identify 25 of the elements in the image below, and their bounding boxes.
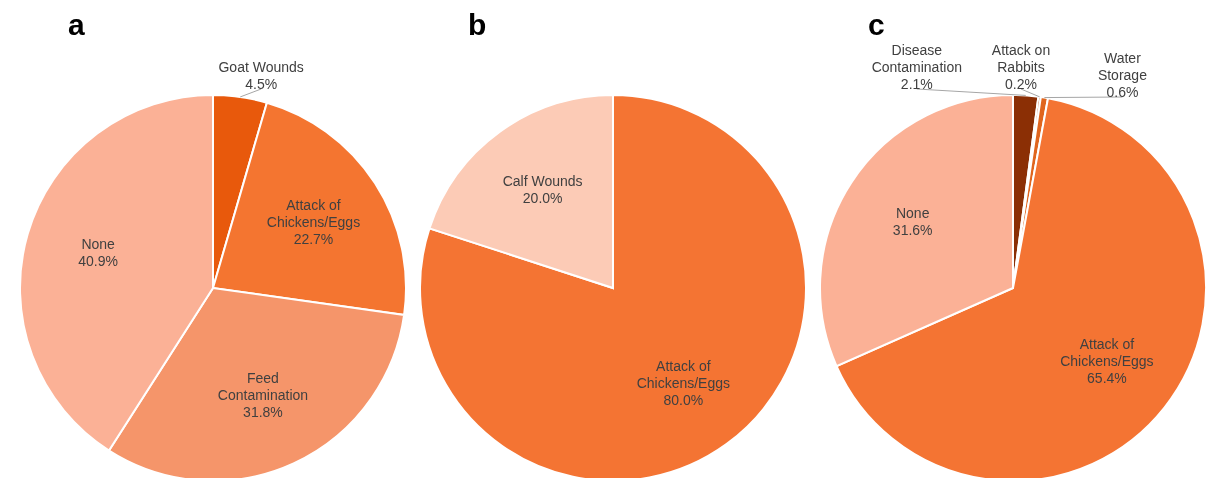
data-label: 80.0%	[663, 392, 704, 409]
data-label: 0.6%	[1106, 84, 1139, 100]
slice-label: Attack on Rabbits	[991, 42, 1051, 75]
chart-title: a	[68, 8, 85, 42]
data-label: 2.1%	[900, 76, 933, 92]
slice-label: Attack of Chickens/Eggs	[1060, 335, 1154, 369]
slice-label: Calf Wounds	[502, 173, 583, 190]
data-label: 0.2%	[1005, 76, 1037, 92]
chart-title: b	[468, 8, 487, 42]
slice-label: Water Storage	[1097, 50, 1148, 83]
data-label: 4.5%	[245, 76, 278, 92]
data-label: 31.8%	[243, 404, 283, 421]
slice-label: Disease Contamination	[871, 42, 962, 75]
data-label: 31.6%	[892, 221, 933, 238]
slice-label: Attack of Chickens/Eggs	[636, 358, 731, 392]
data-label: 40.9%	[78, 253, 118, 270]
slice-label: Feed Contamination	[217, 370, 309, 404]
chart-title: c	[868, 8, 885, 42]
data-label: 20.0%	[522, 190, 563, 207]
data-label: 22.7%	[293, 230, 334, 247]
data-label: 65.4%	[1087, 369, 1127, 386]
slice-label: None	[81, 236, 116, 253]
slice-label: None	[895, 204, 930, 221]
slice-label: Attack of Chickens/Eggs	[266, 196, 361, 230]
slice-label: Goat Wounds	[218, 59, 304, 75]
